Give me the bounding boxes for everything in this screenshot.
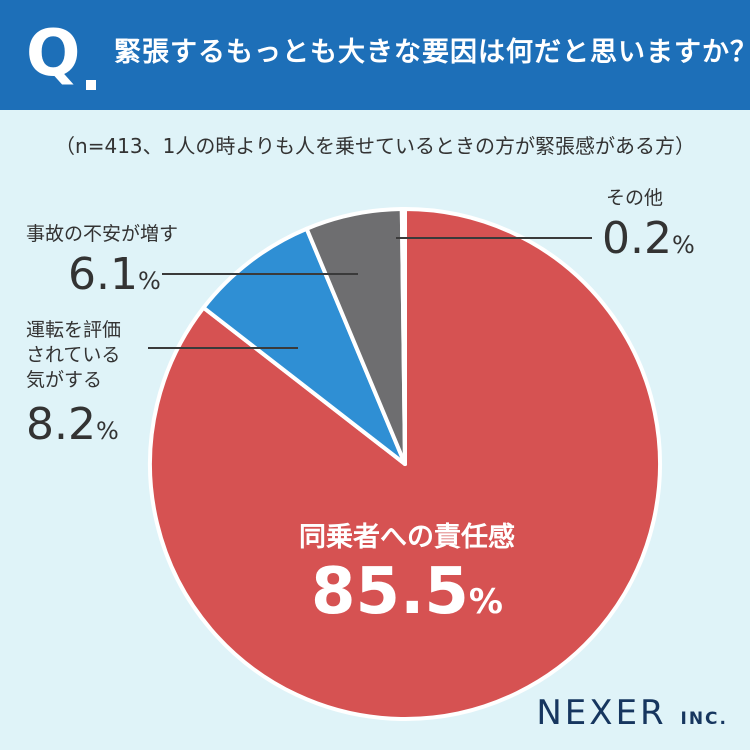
sample-note: （n=413、1人の時よりも人を乗せているときの方が緊張感がある方） xyxy=(55,134,695,158)
label-eval-value: 8.2% xyxy=(26,399,119,450)
question-text: 緊張するもっとも大きな要因は何だと思いますか？ xyxy=(114,37,750,68)
label-main-value: 85.5% xyxy=(311,555,503,629)
slice-other xyxy=(399,206,407,466)
label-main-name: 同乗者への責任感 xyxy=(299,522,515,553)
label-other-value: 0.2% xyxy=(602,213,695,264)
label-other-name: その他 xyxy=(606,187,664,209)
label-eval-line2: されている xyxy=(26,344,121,366)
label-accident-name: 事故の不安が増す xyxy=(26,223,179,245)
label-eval-line3: 気がする xyxy=(26,369,103,391)
q-dot xyxy=(86,80,96,90)
label-accident-value: 6.1% xyxy=(68,249,161,300)
slice-being-evaluated xyxy=(201,226,407,466)
label-eval-line1: 運転を評価 xyxy=(26,319,122,341)
q-mark: Q xyxy=(26,17,81,91)
nexer-logo: NEXER INC. xyxy=(536,693,728,733)
question-header: Q 緊張するもっとも大きな要因は何だと思いますか？ xyxy=(0,0,750,110)
